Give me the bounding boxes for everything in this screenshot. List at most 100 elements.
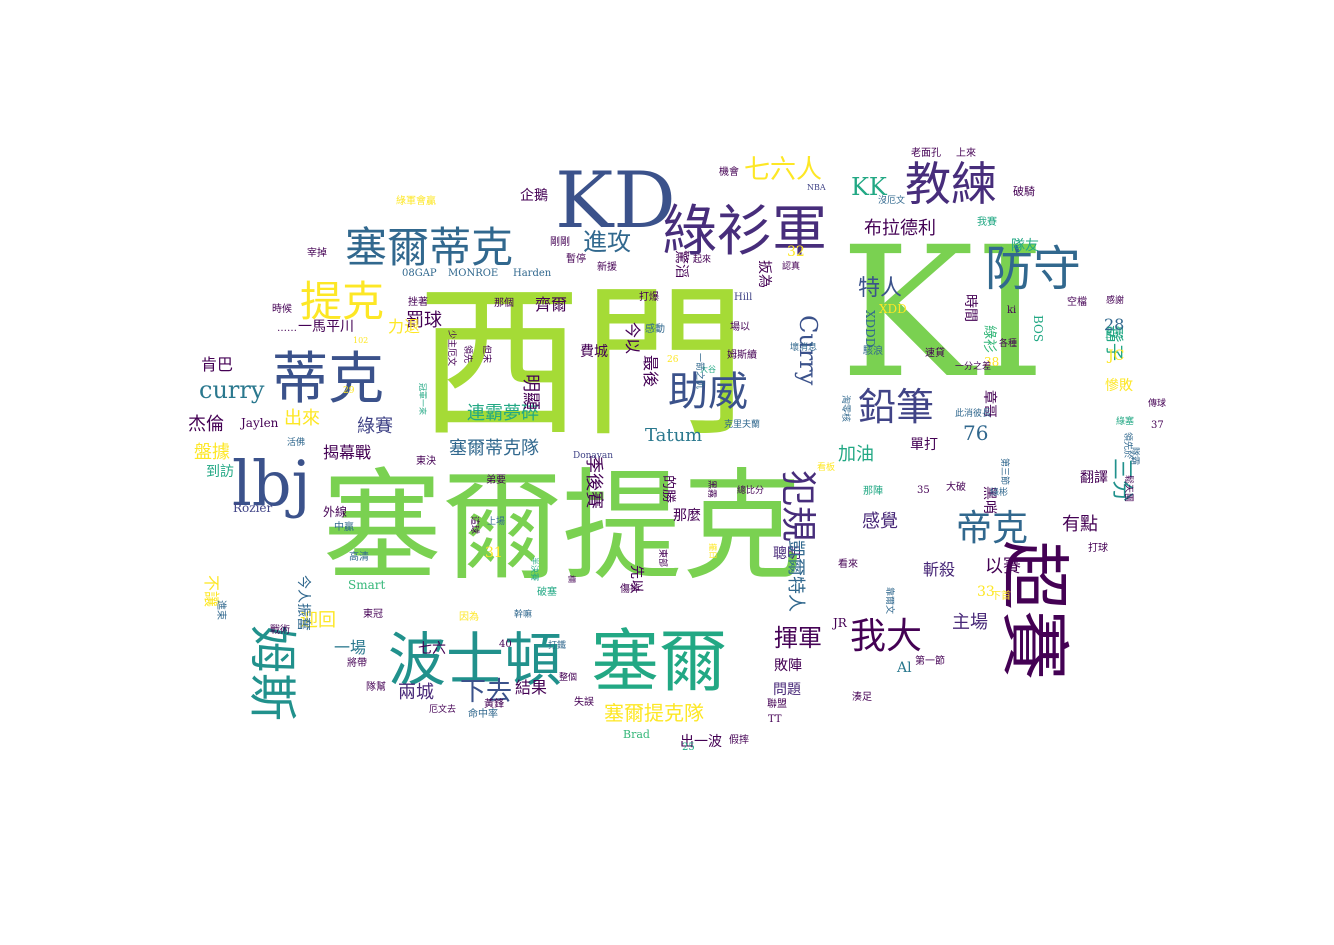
cloud-word: 駭浪: [863, 344, 883, 357]
cloud-word: 兩城: [398, 682, 434, 703]
cloud-word: 蒂克: [272, 347, 384, 412]
cloud-word: 戰術: [270, 623, 290, 636]
cloud-word: 超賽: [993, 540, 1075, 680]
cloud-word: 有點: [1062, 514, 1098, 535]
cloud-word: 到訪: [206, 464, 234, 480]
cloud-word: Bos: [1105, 330, 1124, 341]
cloud-word: 28: [1104, 315, 1124, 334]
cloud-word: 各種: [999, 337, 1017, 349]
cloud-word: Harden: [513, 268, 552, 279]
cloud-word: 挫著: [408, 295, 428, 308]
cloud-word: 因為: [459, 610, 479, 623]
cloud-word: 老面孔: [911, 146, 941, 159]
cloud-word: BOS: [1031, 315, 1045, 342]
cloud-word: 102: [353, 336, 368, 345]
cloud-word: 壞消息: [790, 341, 817, 353]
cloud-word: 靠爾文: [884, 587, 896, 614]
cloud-word: 七六人: [744, 155, 822, 185]
cloud-word: 大谷: [700, 364, 716, 374]
cloud-word: 結果: [515, 678, 547, 697]
cloud-word: 不讓: [202, 575, 221, 607]
cloud-word: 命中率: [468, 707, 498, 720]
cloud-word: 塞爾蒂克隊: [449, 438, 539, 459]
cloud-word: JC: [1106, 348, 1124, 364]
cloud-word: 領先於: [1122, 432, 1134, 459]
cloud-word: 敗陣: [774, 658, 802, 674]
cloud-word: 一馬平川: [298, 319, 354, 335]
cloud-word: 今人振奮: [295, 575, 311, 631]
cloud-word: 主場: [952, 612, 988, 633]
cloud-word: 場以: [730, 320, 750, 333]
cloud-word: 38: [984, 355, 999, 369]
cloud-word: 問題: [773, 682, 801, 698]
cloud-word: 欄: [567, 575, 577, 583]
cloud-word: KK: [851, 173, 888, 201]
cloud-word: 機會: [719, 165, 739, 178]
cloud-word: 中贏: [334, 520, 354, 533]
cloud-word: 破騎: [1013, 184, 1035, 198]
cloud-word: 齊爾: [535, 295, 567, 314]
cloud-word: 盤據: [194, 442, 230, 463]
cloud-word: 黑霧: [706, 480, 717, 498]
cloud-word: 防守: [985, 241, 1081, 297]
cloud-word: 時候: [272, 302, 292, 315]
cloud-word: 鉛筆: [858, 385, 934, 429]
cloud-word: 但宋: [481, 345, 493, 363]
cloud-word: 起來: [693, 254, 711, 265]
cloud-word: 25: [682, 742, 695, 753]
cloud-word: 淘零核: [840, 395, 852, 422]
cloud-word: 西門: [417, 267, 747, 459]
cloud-word: 幹嘛: [514, 608, 532, 620]
cloud-word: 那陣: [863, 484, 883, 497]
cloud-word: 總比分: [737, 484, 764, 496]
cloud-word: 杰倫: [188, 414, 224, 435]
cloud-word: 塞爾提克: [322, 458, 802, 597]
cloud-word: Hill: [734, 292, 752, 303]
cloud-word: 這球: [469, 516, 481, 534]
cloud-word: 下去: [460, 677, 512, 707]
cloud-word: 特人: [858, 276, 902, 301]
cloud-word: 少主厄文: [446, 330, 458, 366]
cloud-word: 暫停: [566, 252, 586, 265]
cloud-word: 綠衫: [981, 325, 997, 353]
cloud-word: 活佛: [287, 436, 305, 448]
cloud-word: 看板: [817, 461, 835, 473]
cloud-word: 弟要: [486, 474, 506, 486]
cloud-word: Rozier: [233, 501, 273, 515]
cloud-word: 上場: [487, 515, 505, 527]
cloud-word: 肯巴: [201, 355, 233, 374]
cloud-word: 綠軍會贏: [396, 194, 436, 207]
cloud-word: 綠彬: [990, 486, 1008, 498]
cloud-word: 認真: [782, 260, 800, 272]
cloud-word: 力退: [388, 317, 420, 336]
cloud-word: Curry: [794, 315, 822, 386]
cloud-word: 整個: [559, 671, 577, 683]
cloud-word: 感謝: [1106, 294, 1124, 306]
cloud-word: 最後: [641, 355, 660, 387]
cloud-word: 費城: [580, 344, 608, 360]
cloud-word: 一場: [334, 638, 366, 657]
cloud-word: 大破: [946, 480, 966, 493]
cloud-word: 看來: [838, 557, 858, 570]
cloud-word: 35: [917, 485, 930, 496]
cloud-word: KI: [840, 209, 1046, 418]
cloud-word: lbj: [232, 447, 311, 520]
cloud-word: 隊幫: [366, 680, 386, 693]
cloud-word: 克里夫蘭: [724, 418, 760, 430]
cloud-word: XDD: [879, 302, 907, 316]
cloud-word: 感動: [645, 322, 665, 335]
cloud-word: 那個: [494, 296, 514, 309]
cloud-word: 傳球: [1148, 397, 1166, 409]
cloud-word: 新援: [597, 260, 617, 273]
cloud-word: 綠賽: [357, 415, 393, 437]
cloud-word: Al: [896, 660, 912, 676]
cloud-word: 聯盟: [767, 698, 787, 710]
cloud-word: 打爆: [639, 290, 659, 303]
cloud-word: ki: [1007, 305, 1016, 316]
cloud-word: 姆斯續: [727, 348, 757, 361]
cloud-word: 空檔: [1067, 295, 1087, 308]
cloud-word: 揭幕戰: [323, 443, 371, 462]
cloud-word: 高清: [349, 550, 369, 563]
